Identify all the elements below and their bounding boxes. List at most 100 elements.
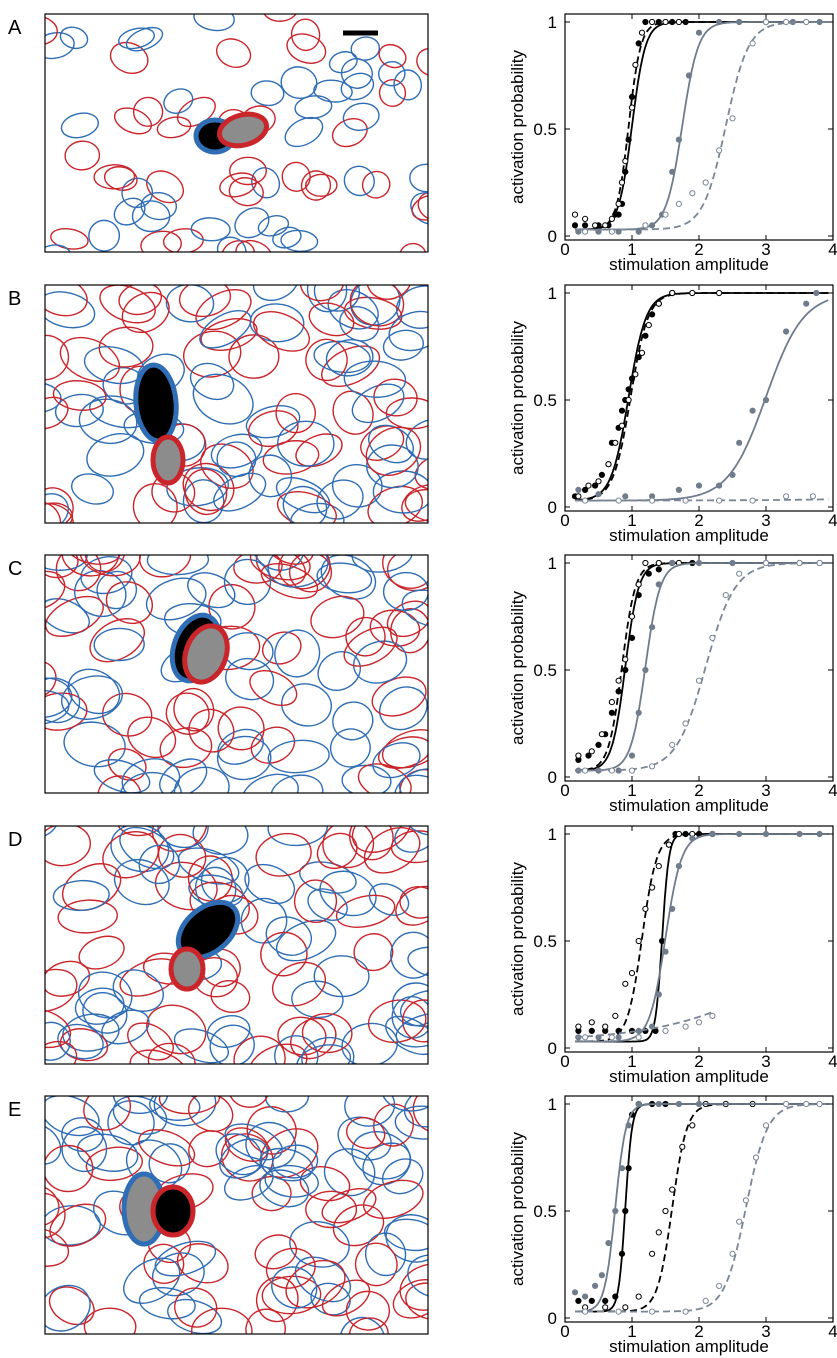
off-cell-outline — [219, 1138, 269, 1179]
off-cell-outline — [267, 826, 328, 847]
data-point — [655, 559, 662, 567]
data-point — [803, 18, 810, 26]
on-cell-outline — [316, 832, 358, 870]
off-cell-outline — [382, 571, 428, 612]
x-axis-label: stimulation amplitude — [609, 796, 769, 815]
y-axis-label: activation probability — [508, 320, 527, 475]
data-point — [605, 461, 612, 468]
data-point — [762, 396, 770, 404]
on-cell-outline — [414, 454, 428, 490]
plot-frame — [564, 1095, 834, 1323]
panel-letter-E: E — [8, 1099, 21, 1121]
off-cell-outline — [407, 1254, 428, 1299]
off-cell-outline — [45, 1096, 100, 1137]
data-point — [628, 104, 636, 111]
mosaic-frame — [44, 13, 429, 253]
data-point — [662, 18, 669, 26]
on-cell-outline — [305, 1190, 358, 1229]
on-cell-outline — [399, 242, 427, 252]
off-cell-outline — [138, 1286, 196, 1320]
data-point — [796, 830, 803, 838]
data-point — [635, 1293, 642, 1300]
on-cell-outline — [286, 33, 327, 64]
off-cell-outline — [382, 329, 424, 361]
off-cell-outline — [319, 870, 377, 917]
on-cell-outline — [129, 1049, 189, 1064]
off-cell-outline — [225, 657, 275, 701]
off-cell-outline — [173, 766, 230, 793]
data-point — [618, 179, 626, 186]
on-cell-outline — [367, 485, 423, 523]
on-cell-outline — [143, 1243, 185, 1284]
on-cell-outline — [159, 727, 213, 769]
off-cell-outline — [154, 1240, 217, 1277]
off-cell-outline — [93, 627, 145, 662]
off-cell-outline — [394, 826, 428, 853]
series-curve-1 — [575, 1103, 829, 1313]
x-tick-label: 1 — [627, 1052, 636, 1071]
off-cell-outline — [378, 60, 406, 87]
on-cell-outline — [382, 555, 428, 589]
data-point — [625, 386, 632, 393]
off-cell-outline — [390, 931, 428, 979]
data-point — [675, 830, 683, 838]
on-cell-outline — [45, 570, 66, 610]
data-point — [615, 200, 622, 207]
series-curve-2 — [574, 1103, 829, 1313]
off-cell-outline — [366, 444, 419, 489]
on-cell-outline — [332, 390, 374, 435]
on-cell-outline — [295, 433, 343, 468]
data-point — [682, 18, 689, 26]
on-cell-outline — [64, 140, 101, 171]
off-cell-outline — [259, 1147, 314, 1182]
off-cell-outline — [352, 640, 408, 684]
off-cell-outline — [280, 229, 319, 252]
on-cell-outline — [363, 827, 421, 874]
data-point — [702, 179, 709, 186]
off-cell-outline — [341, 764, 392, 793]
off-cell-outline — [240, 897, 288, 944]
panel-letter-A: A — [8, 17, 22, 39]
off-cell-outline — [67, 668, 121, 715]
off-cell-outline — [93, 759, 151, 793]
data-point — [716, 289, 723, 297]
off-cell-outline — [331, 463, 383, 508]
on-cell-outline — [165, 692, 210, 735]
data-point — [642, 222, 649, 229]
data-point — [675, 486, 683, 493]
on-cell-outline — [371, 676, 427, 717]
on-cell-outline — [369, 609, 421, 647]
data-point — [608, 215, 616, 222]
data-point — [628, 613, 636, 620]
off-cell-outline — [274, 1035, 319, 1064]
on-cell-outline — [308, 302, 355, 337]
x-axis-label: stimulation amplitude — [609, 526, 769, 545]
x-tick-label: 0 — [560, 1322, 569, 1341]
off-cell-outline — [45, 598, 90, 634]
on-cell-outline — [246, 1106, 297, 1155]
data-point — [588, 1297, 595, 1305]
on-cell-outline — [118, 285, 163, 316]
off-cell-outline — [59, 26, 89, 50]
off-cell-outline — [121, 758, 181, 793]
data-point — [669, 168, 676, 175]
series-curve-0 — [575, 833, 829, 1043]
on-cell-outline — [399, 769, 428, 793]
on-cell-outline — [345, 616, 386, 657]
data-point — [635, 937, 642, 945]
data-point — [602, 1304, 609, 1311]
off-cell-outline — [351, 383, 405, 424]
off-cell-outline — [189, 362, 235, 401]
data-point — [618, 422, 626, 429]
highlighted-on-cell — [216, 111, 270, 149]
data-point — [742, 1197, 750, 1204]
data-point — [645, 570, 652, 577]
on-cell-outline — [264, 555, 315, 565]
y-tick-label: 1 — [548, 825, 557, 844]
on-cell-outline — [235, 239, 273, 252]
data-point — [649, 763, 656, 770]
data-point — [669, 905, 676, 913]
x-axis-label: stimulation amplitude — [609, 1067, 769, 1086]
on-cell-outline — [103, 166, 138, 191]
on-cell-outline — [221, 239, 256, 252]
